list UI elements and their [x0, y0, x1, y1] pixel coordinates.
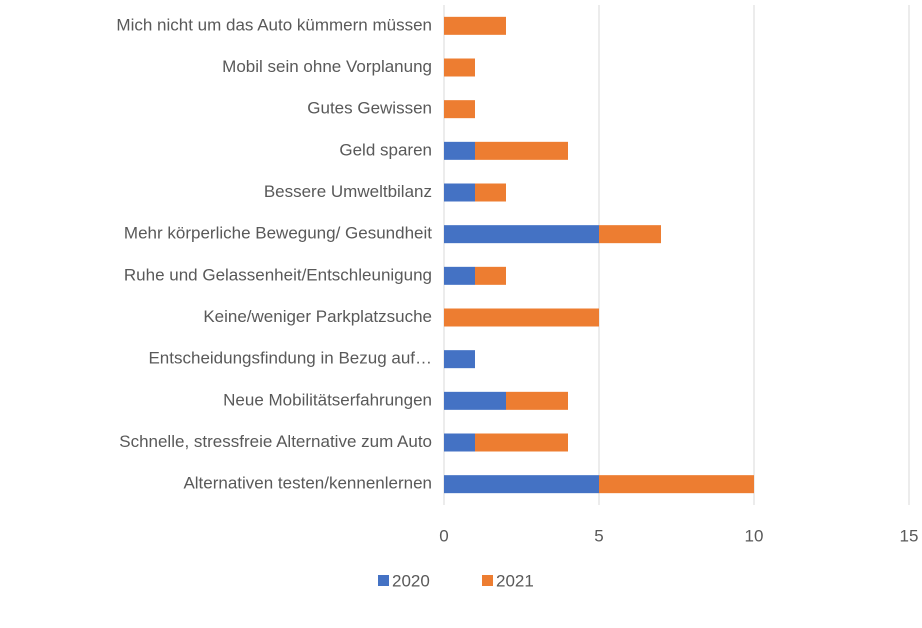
bar	[444, 16, 506, 35]
y-tick-label: Ruhe und Gelassenheit/Entschleunigung	[124, 265, 432, 284]
x-tick-label: 15	[900, 526, 919, 545]
y-tick-label: Alternativen testen/kennenlernen	[183, 474, 432, 493]
y-tick-label: Entscheidungsfindung in Bezug auf…	[148, 349, 432, 368]
x-tick-label: 0	[439, 526, 448, 545]
y-tick-label: Mobil sein ohne Vorplanung	[222, 57, 432, 76]
legend-label: 2020	[392, 571, 430, 590]
y-tick-label: Mehr körperliche Bewegung/ Gesundheit	[124, 224, 432, 243]
bar	[444, 225, 599, 244]
y-tick-label: Mich nicht um das Auto kümmern müssen	[116, 15, 432, 34]
bar	[475, 266, 506, 285]
bar	[444, 266, 475, 285]
y-tick-label: Keine/weniger Parkplatzsuche	[203, 307, 432, 326]
y-tick-label: Neue Mobilitätserfahrungen	[223, 390, 432, 409]
legend-swatch	[378, 575, 389, 586]
bar	[506, 391, 568, 410]
bar	[475, 141, 568, 160]
y-tick-label: Geld sparen	[339, 140, 432, 159]
bar	[444, 308, 599, 327]
bar	[444, 350, 475, 369]
bar	[475, 433, 568, 452]
bar	[444, 100, 475, 119]
legend-swatch	[482, 575, 493, 586]
bar	[444, 433, 475, 452]
x-tick-label: 10	[745, 526, 764, 545]
y-tick-label: Gutes Gewissen	[307, 99, 432, 118]
y-tick-label: Schnelle, stressfreie Alternative zum Au…	[119, 432, 432, 451]
bar	[599, 475, 754, 494]
bar	[444, 58, 475, 77]
bar	[444, 141, 475, 160]
legend-label: 2021	[496, 571, 534, 590]
bar	[599, 225, 661, 244]
x-tick-label: 5	[594, 526, 603, 545]
y-tick-label: Bessere Umweltbilanz	[264, 182, 432, 201]
bar	[475, 183, 506, 202]
bar	[444, 475, 599, 494]
bar	[444, 183, 475, 202]
bar	[444, 391, 506, 410]
